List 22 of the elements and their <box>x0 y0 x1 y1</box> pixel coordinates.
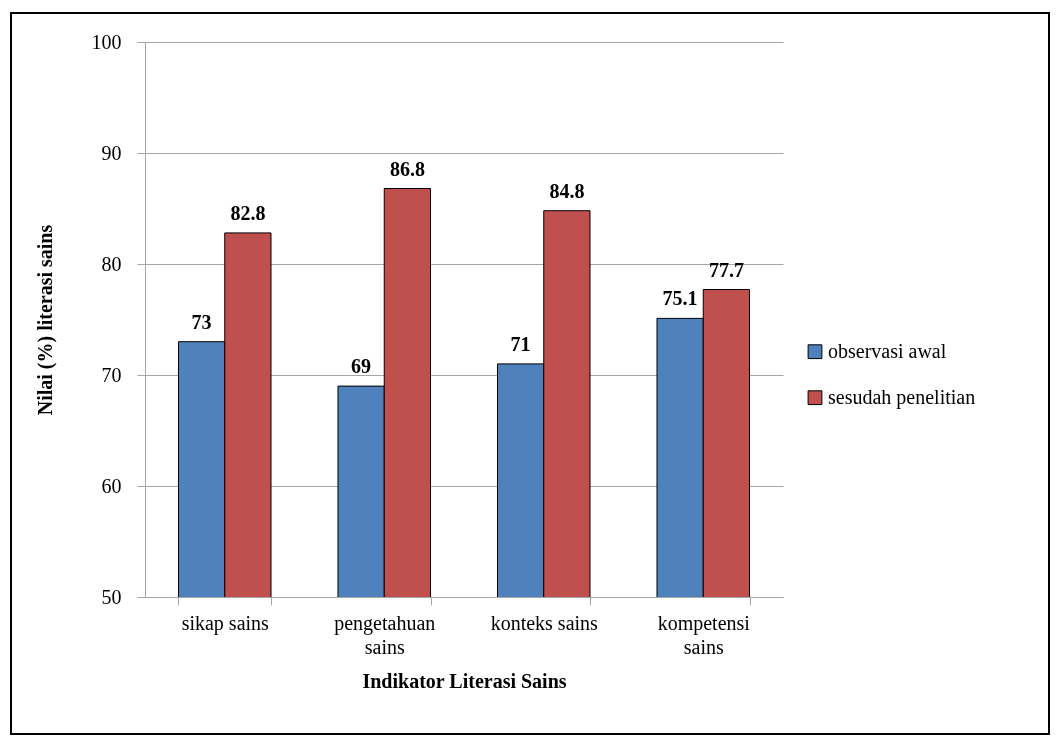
data-label: 86.8 <box>389 157 425 180</box>
data-label: 73 <box>191 310 212 333</box>
x-tick-label: konteks sains <box>490 611 599 634</box>
y-tick-label: 90 <box>101 141 122 164</box>
legend-label: observasi awal <box>828 339 947 362</box>
y-tick-label: 50 <box>101 585 122 608</box>
data-label: 84.8 <box>549 179 585 202</box>
y-tick-label: 60 <box>101 474 122 497</box>
data-label: 82.8 <box>230 201 266 224</box>
legend-label: sesudah penelitian <box>828 385 976 409</box>
x-axis-title: Indikator Literasi Sains <box>362 669 567 692</box>
data-label: 75.1 <box>662 287 698 310</box>
y-tick-label: 100 <box>91 30 122 53</box>
data-label: 77.7 <box>708 258 744 281</box>
x-tick-label: kompetensi sains <box>657 611 751 658</box>
x-tick-label: sikap sains <box>181 611 270 635</box>
y-tick-label: 80 <box>101 252 122 275</box>
x-tick-label: pengetahuan sains <box>334 611 436 658</box>
y-axis-title: Nilai (%) literasi sains <box>33 224 57 416</box>
data-label: 71 <box>510 332 531 355</box>
y-tick-label: 70 <box>101 363 122 386</box>
data-label: 69 <box>351 355 372 378</box>
